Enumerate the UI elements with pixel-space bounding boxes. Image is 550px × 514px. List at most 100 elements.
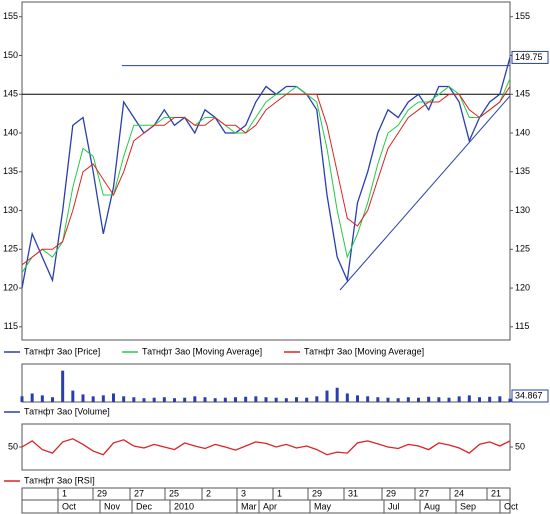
month-label: Sep bbox=[460, 501, 476, 511]
volume-bar bbox=[396, 398, 400, 402]
volume-bar bbox=[142, 398, 146, 402]
volume-bar bbox=[467, 395, 471, 402]
volume-bar bbox=[478, 397, 481, 402]
series-line bbox=[21, 57, 511, 289]
day-label: 1 bbox=[62, 488, 67, 498]
volume-bar bbox=[183, 397, 187, 402]
legend-label: Татнфт Зао [Price] bbox=[24, 346, 100, 356]
volume-bar bbox=[101, 395, 105, 402]
month-label: Mar bbox=[241, 501, 257, 511]
volume-bar bbox=[345, 393, 349, 402]
y-tick-label: 140 bbox=[3, 127, 18, 137]
last-value-label: 34.867 bbox=[515, 390, 543, 400]
volume-bar bbox=[406, 397, 410, 402]
y-tick-label: 145 bbox=[3, 89, 18, 99]
volume-bar bbox=[61, 370, 65, 402]
y-tick-label: 115 bbox=[515, 321, 529, 331]
volume-panel bbox=[21, 363, 511, 403]
day-label: 29 bbox=[97, 488, 107, 498]
trend-line bbox=[339, 95, 511, 291]
series-line bbox=[21, 438, 511, 456]
volume-bar bbox=[193, 396, 197, 402]
volume-bar bbox=[132, 397, 136, 402]
y-tick-label: 115 bbox=[4, 321, 18, 331]
volume-bar bbox=[81, 394, 85, 402]
month-label: Dec bbox=[136, 501, 153, 511]
month-label: Aug bbox=[424, 501, 440, 511]
month-label: 2010 bbox=[174, 501, 194, 511]
day-label: 25 bbox=[169, 488, 179, 498]
volume-bar bbox=[325, 390, 329, 402]
y-tick-label: 120 bbox=[3, 282, 18, 292]
volume-bar bbox=[498, 396, 502, 402]
last-value-box bbox=[511, 389, 549, 403]
day-label: 21 bbox=[491, 488, 501, 498]
y-tick-label: 135 bbox=[515, 166, 530, 176]
price-panel bbox=[21, 1, 511, 341]
volume-bar bbox=[223, 397, 227, 402]
y-tick-label: 50 bbox=[515, 441, 525, 451]
volume-bar bbox=[305, 397, 309, 402]
month-label: Apr bbox=[263, 501, 277, 511]
day-label: 3 bbox=[241, 488, 246, 498]
legend-label: Татнфт Зао [Moving Average] bbox=[304, 346, 424, 356]
volume-bar bbox=[366, 396, 370, 402]
legend-label: Татнфт Зао [RSI] bbox=[24, 475, 95, 485]
day-label: 29 bbox=[312, 488, 322, 498]
volume-bar bbox=[437, 397, 441, 402]
volume-bar bbox=[152, 397, 156, 402]
volume-bar bbox=[295, 397, 298, 402]
volume-bar bbox=[254, 396, 258, 402]
volume-bar bbox=[234, 397, 237, 402]
volume-bar bbox=[20, 396, 24, 402]
volume-bar bbox=[91, 396, 95, 402]
volume-bar bbox=[162, 397, 166, 402]
y-tick-label: 120 bbox=[515, 282, 530, 292]
month-label: May bbox=[314, 501, 332, 511]
volume-bar bbox=[173, 398, 176, 402]
y-tick-label: 140 bbox=[515, 127, 530, 137]
volume-bar bbox=[356, 395, 359, 402]
volume-bar bbox=[457, 396, 461, 402]
volume-bar bbox=[40, 395, 44, 402]
volume-bar bbox=[427, 396, 431, 402]
volume-bar bbox=[264, 397, 268, 402]
volume-bar bbox=[30, 393, 34, 402]
volume-bar bbox=[447, 397, 451, 402]
volume-bar bbox=[274, 397, 278, 402]
y-tick-label: 130 bbox=[3, 205, 18, 215]
volume-bar bbox=[51, 397, 54, 402]
day-label: 29 bbox=[386, 488, 396, 498]
last-value-label: 149.75 bbox=[515, 52, 543, 62]
month-label: Nov bbox=[104, 501, 121, 511]
volume-bar bbox=[386, 397, 390, 402]
y-tick-label: 125 bbox=[3, 244, 18, 254]
volume-bar bbox=[213, 398, 217, 402]
day-label: 1 bbox=[277, 488, 282, 498]
volume-bar bbox=[122, 396, 126, 402]
volume-bar bbox=[335, 387, 339, 402]
last-value-box bbox=[511, 50, 549, 64]
y-tick-label: 50 bbox=[8, 441, 18, 451]
rsi-panel bbox=[21, 423, 511, 471]
volume-bar bbox=[376, 397, 380, 402]
legend-label: Татнфт Зао [Moving Average] bbox=[142, 346, 262, 356]
series-line bbox=[21, 86, 511, 266]
month-label: Jul bbox=[388, 501, 400, 511]
volume-bar bbox=[203, 397, 207, 402]
y-tick-label: 130 bbox=[515, 205, 530, 215]
day-label: 27 bbox=[134, 488, 144, 498]
volume-bar bbox=[315, 396, 319, 402]
volume-bar bbox=[417, 397, 420, 402]
day-label: 24 bbox=[454, 488, 464, 498]
volume-bar bbox=[112, 393, 115, 402]
y-tick-label: 135 bbox=[3, 166, 18, 176]
y-tick-label: 145 bbox=[515, 89, 530, 99]
day-label: 2 bbox=[206, 488, 211, 498]
day-label: 31 bbox=[348, 488, 358, 498]
day-label: 27 bbox=[419, 488, 429, 498]
volume-bar bbox=[71, 390, 75, 402]
legend-label: Татнфт Зао [Volume] bbox=[24, 406, 110, 416]
y-tick-label: 125 bbox=[515, 244, 530, 254]
